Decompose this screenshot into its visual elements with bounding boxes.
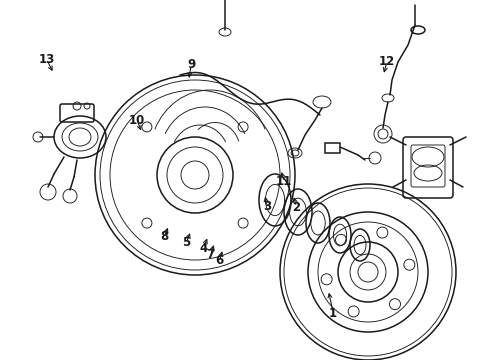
Text: 11: 11 <box>276 175 293 188</box>
Text: 7: 7 <box>207 248 215 261</box>
Text: 4: 4 <box>199 242 207 255</box>
Text: 1: 1 <box>329 307 337 320</box>
Text: 2: 2 <box>293 201 300 213</box>
Text: 9: 9 <box>187 58 195 71</box>
Text: 6: 6 <box>216 255 223 267</box>
Text: 10: 10 <box>129 114 146 127</box>
Text: 8: 8 <box>160 230 168 243</box>
Text: 5: 5 <box>182 237 190 249</box>
Text: 13: 13 <box>38 53 55 66</box>
Text: 12: 12 <box>379 55 395 68</box>
Text: 3: 3 <box>263 200 271 213</box>
